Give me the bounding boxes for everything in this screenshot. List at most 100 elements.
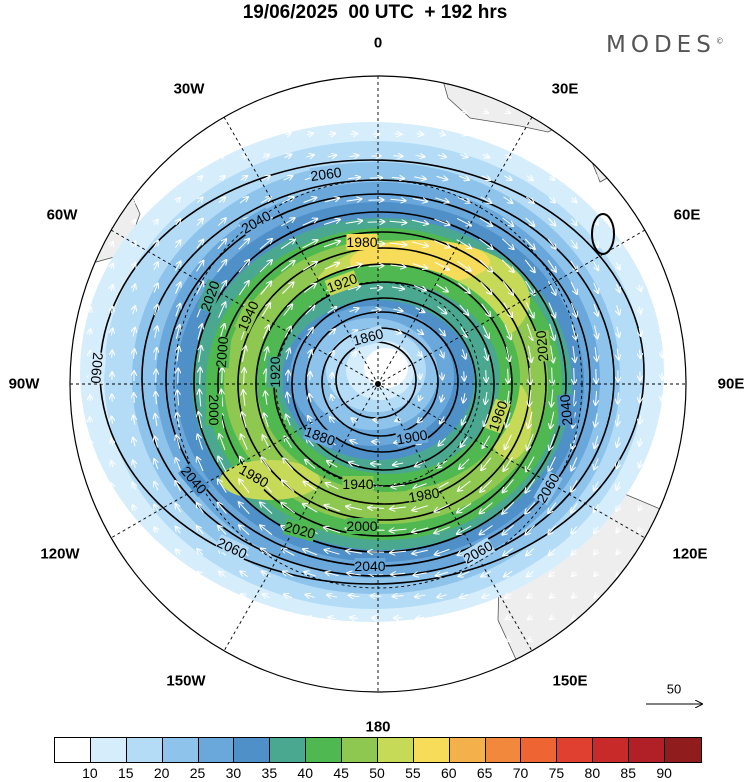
- wind-vector: [154, 241, 158, 248]
- wind-vector: [617, 198, 620, 202]
- wind-vector: [462, 661, 466, 662]
- wind-vector: [303, 198, 317, 203]
- wind-vector: [434, 526, 450, 533]
- wind-vector: [238, 281, 249, 296]
- wind-vector: [411, 241, 428, 246]
- wind-vector: [264, 133, 269, 135]
- wind-vector: [238, 260, 249, 273]
- wind-vector: [462, 415, 467, 424]
- wind-vector: [304, 482, 317, 491]
- wind-vector: [240, 571, 248, 578]
- wind-vector: [302, 262, 317, 271]
- wind-vector: [220, 639, 224, 641]
- wind-vector: [524, 238, 535, 249]
- wind-vector: [196, 261, 204, 272]
- wind-vector: [572, 548, 577, 555]
- wind-vector: [284, 155, 292, 158]
- wind-vector: [480, 525, 493, 535]
- wind-vector: [369, 288, 382, 289]
- wind-vector: [528, 133, 532, 136]
- wind-vector: [482, 155, 490, 158]
- wind-vector: [219, 434, 226, 451]
- wind-vector: [306, 328, 313, 337]
- wind-vector: [480, 196, 492, 203]
- wind-vector: [639, 415, 640, 424]
- wind-vector: [263, 435, 270, 450]
- wind-vector: [456, 239, 472, 249]
- contour-label: 2020: [532, 329, 552, 363]
- wind-vector: [198, 594, 202, 598]
- wind-vector: [265, 391, 267, 405]
- wind-vector: [549, 456, 556, 471]
- wind-vector: [418, 352, 422, 357]
- wind-vector: [133, 483, 136, 490]
- wind-vector: [391, 573, 405, 574]
- wind-vector: [571, 503, 578, 512]
- wind-vector: [261, 303, 270, 318]
- wind-vector: [221, 390, 223, 407]
- colorbar-tick-label: 90: [656, 765, 672, 781]
- wind-vector: [154, 284, 158, 293]
- wind-vector: [197, 457, 204, 472]
- wind-vector: [616, 283, 619, 292]
- wind-vector: [350, 134, 358, 135]
- wind-vector: [594, 458, 599, 470]
- wind-vector: [438, 617, 446, 619]
- wind-vector: [111, 461, 113, 468]
- wind-vector: [176, 435, 181, 449]
- wind-vector: [390, 265, 406, 267]
- contour-label: 2060: [87, 351, 107, 385]
- wind-vector: [391, 485, 405, 487]
- wind-vector: [412, 527, 429, 532]
- wind-vector: [617, 572, 620, 576]
- wind-vector: [242, 111, 246, 113]
- wind-vector: [526, 548, 535, 556]
- wind-vector: [550, 176, 555, 180]
- wind-vector: [222, 368, 223, 385]
- wind-vector: [111, 506, 113, 511]
- wind-vector: [346, 506, 363, 509]
- wind-vector: [304, 572, 316, 577]
- wind-vector: [550, 594, 555, 598]
- wind-vector: [440, 111, 445, 112]
- wind-vector: [177, 347, 179, 362]
- wind-vector: [345, 221, 362, 224]
- wind-vector: [572, 594, 576, 597]
- map-disk: [70, 76, 686, 692]
- wind-vector: [89, 242, 91, 246]
- wind-vector: [549, 572, 556, 577]
- wind-vector: [502, 524, 514, 534]
- wind-vector: [323, 220, 340, 225]
- wind-vector: [416, 330, 423, 335]
- wind-vector: [616, 527, 619, 532]
- contour-label: 2000: [212, 335, 232, 369]
- wind-vector: [441, 394, 443, 402]
- wind-vector: [89, 439, 90, 444]
- wind-vector: [456, 260, 471, 271]
- wind-vector: [572, 434, 577, 449]
- wind-vector: [286, 639, 291, 641]
- wind-vector: [505, 434, 512, 449]
- wind-vector: [639, 198, 642, 202]
- wind-vector: [197, 197, 202, 202]
- wind-vector: [396, 353, 401, 356]
- wind-vector: [176, 572, 180, 576]
- wind-vector: [594, 481, 599, 490]
- wind-vector: [133, 438, 135, 447]
- wind-vector: [133, 263, 136, 270]
- wind-vector: [501, 259, 513, 272]
- wind-vector: [241, 594, 248, 598]
- wind-vector: [552, 367, 553, 385]
- wind-vector: [391, 178, 404, 179]
- wind-vector: [572, 154, 576, 157]
- wind-vector: [260, 197, 271, 204]
- wind-vector: [155, 437, 158, 448]
- wind-vector: [570, 239, 577, 248]
- wind-vector: [481, 303, 491, 316]
- wind-vector: [347, 573, 361, 575]
- colorbar-tick-label: 50: [369, 765, 385, 781]
- wind-vector: [506, 111, 510, 113]
- wind-vector: [617, 348, 618, 360]
- wind-vector: [594, 435, 597, 448]
